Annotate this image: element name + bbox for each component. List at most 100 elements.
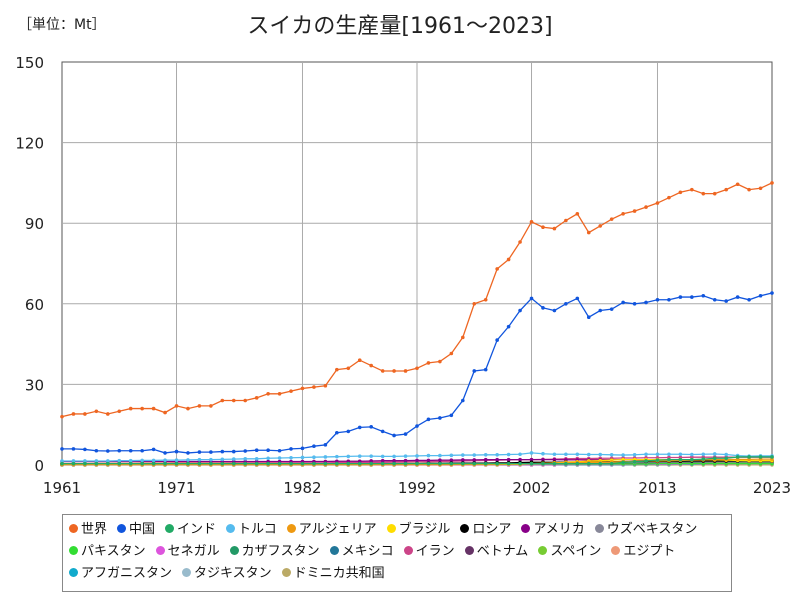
data-point (632, 459, 637, 464)
data-point (403, 461, 408, 466)
data-point (220, 398, 225, 403)
data-point (186, 406, 190, 411)
data-point (163, 458, 167, 462)
data-point (701, 457, 706, 461)
data-point (140, 461, 144, 466)
data-point (758, 293, 763, 298)
data-point (758, 455, 763, 459)
data-point (552, 308, 557, 313)
legend-swatch (69, 524, 78, 533)
data-point (197, 457, 202, 462)
data-point (403, 432, 408, 436)
data-point (60, 447, 64, 451)
data-point (323, 383, 328, 388)
legend-label: トルコ (238, 522, 277, 537)
data-point (403, 454, 408, 458)
data-point (357, 425, 362, 430)
legend-label: メキシコ (341, 544, 394, 559)
data-point (438, 453, 442, 458)
legend-item: アメリカ (521, 519, 585, 541)
y-tick-label: 30 (25, 376, 44, 394)
data-point (209, 457, 213, 462)
data-point (209, 404, 213, 408)
data-point (71, 412, 76, 416)
data-point (312, 461, 316, 466)
data-point (449, 453, 454, 458)
data-point (621, 300, 625, 305)
data-point (380, 454, 385, 459)
data-point (529, 451, 534, 455)
data-point (277, 461, 282, 466)
data-point (747, 297, 751, 302)
series-2 (60, 455, 774, 466)
data-point (209, 450, 213, 454)
legend-swatch (538, 546, 548, 555)
data-point (678, 452, 683, 457)
data-point (644, 300, 648, 305)
data-point (254, 448, 259, 453)
data-point (461, 461, 465, 466)
data-point (163, 451, 167, 455)
legend-swatch (611, 546, 621, 555)
data-point (506, 452, 511, 457)
data-point (712, 456, 717, 461)
data-point (655, 452, 660, 457)
data-point (186, 458, 190, 462)
data-point (644, 205, 648, 209)
data-point (449, 351, 454, 356)
data-point (506, 457, 511, 462)
data-point (415, 366, 419, 371)
data-point (758, 186, 763, 191)
chart-legend: 世界 中国 インド トルコ アルジェリア ブラジル ロシア アメリカ ウズベキスタンパキスタン セ… (62, 514, 732, 592)
data-point (106, 449, 110, 453)
data-point (541, 461, 545, 466)
legend-swatch (329, 546, 339, 555)
data-point (60, 414, 64, 419)
legend-swatch (117, 524, 127, 533)
data-point (564, 302, 568, 306)
data-point (747, 187, 751, 192)
data-point (140, 406, 144, 411)
data-point (106, 459, 110, 463)
data-point (472, 461, 477, 466)
data-point (369, 459, 373, 463)
data-point (357, 358, 362, 363)
data-point (220, 449, 225, 454)
data-point (403, 369, 408, 373)
data-point (495, 461, 499, 466)
data-point (163, 461, 167, 466)
data-point (609, 461, 614, 466)
legend-item: パキスタン (69, 541, 146, 563)
data-point (552, 461, 557, 466)
legend-label: ブラジル (398, 522, 451, 537)
data-point (506, 324, 511, 329)
data-point (392, 454, 396, 459)
data-point (438, 458, 442, 462)
data-point (632, 209, 637, 213)
data-point (690, 457, 694, 462)
data-point (598, 461, 603, 466)
data-point (346, 454, 351, 459)
data-point (71, 447, 76, 451)
data-point (335, 367, 339, 372)
data-point (655, 458, 660, 462)
legend-item: ベトナム (464, 541, 528, 563)
data-point (598, 308, 603, 313)
unit-label: ［単位：Mt］ (18, 17, 106, 33)
data-point (644, 452, 648, 457)
data-point (369, 363, 373, 368)
data-point (609, 217, 614, 221)
data-point (289, 461, 293, 466)
y-tick-label: 60 (25, 296, 44, 314)
y-tick-label: 90 (25, 215, 44, 233)
x-tick-label: 1992 (398, 479, 436, 497)
data-point (300, 461, 305, 466)
data-point (518, 308, 522, 313)
data-point (701, 452, 706, 457)
data-point (667, 457, 671, 462)
data-point (335, 461, 339, 466)
data-point (735, 295, 740, 299)
data-point (254, 396, 259, 400)
legend-label: ウズベキスタン (606, 522, 698, 537)
